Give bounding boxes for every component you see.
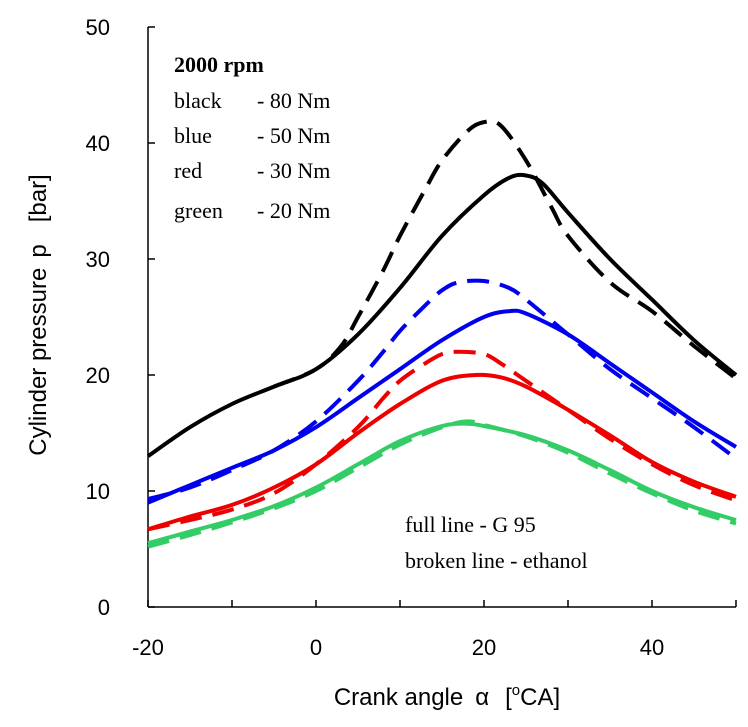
plot-area (146, 119, 738, 549)
series-line-2-solid (147, 308, 738, 505)
series-line-5-dashed (147, 349, 737, 532)
legend-annotation: 2000 rpm black - 80 Nm blue - 50 Nm red - 3… (174, 52, 330, 223)
legend-line-red: red - 30 Nm (174, 158, 330, 183)
x-tick-label: 0 (310, 635, 322, 660)
note-full-line: full line - G 95 (405, 512, 536, 537)
y-tick-label: 0 (98, 595, 110, 620)
y-tick-label: 10 (86, 479, 110, 504)
legend-line-blue: blue - 50 Nm (174, 123, 330, 148)
x-tick-label: -20 (132, 635, 164, 660)
series-line-0-solid (146, 172, 738, 458)
series-line-7-dashed (147, 419, 737, 549)
axes (147, 26, 737, 608)
y-tick-label: 50 (86, 15, 110, 40)
series-line-4-solid (147, 372, 737, 532)
legend-line-black: black - 80 Nm (174, 88, 330, 113)
series-line-1-dashed (273, 119, 738, 389)
line-style-note: full line - G 95 broken line - ethanol (405, 512, 588, 573)
y-axis-title: Cylinder pressurep[bar] (25, 174, 52, 455)
tick-labels: 0 10 20 30 40 50 -20 0 20 40 (86, 15, 665, 660)
y-tick-label: 30 (86, 247, 110, 272)
y-tick-label: 20 (86, 363, 110, 388)
x-axis-title: Crank angle α [oCA] (334, 682, 560, 711)
x-tick-label: 20 (472, 635, 496, 660)
legend-line-green: green - 20 Nm (174, 198, 330, 223)
y-tick-label: 40 (86, 131, 110, 156)
series-line-3-dashed (147, 278, 738, 502)
x-tick-label: 40 (640, 635, 664, 660)
annotation-title: 2000 rpm (174, 52, 264, 77)
note-broken-line: broken line - ethanol (405, 548, 588, 573)
